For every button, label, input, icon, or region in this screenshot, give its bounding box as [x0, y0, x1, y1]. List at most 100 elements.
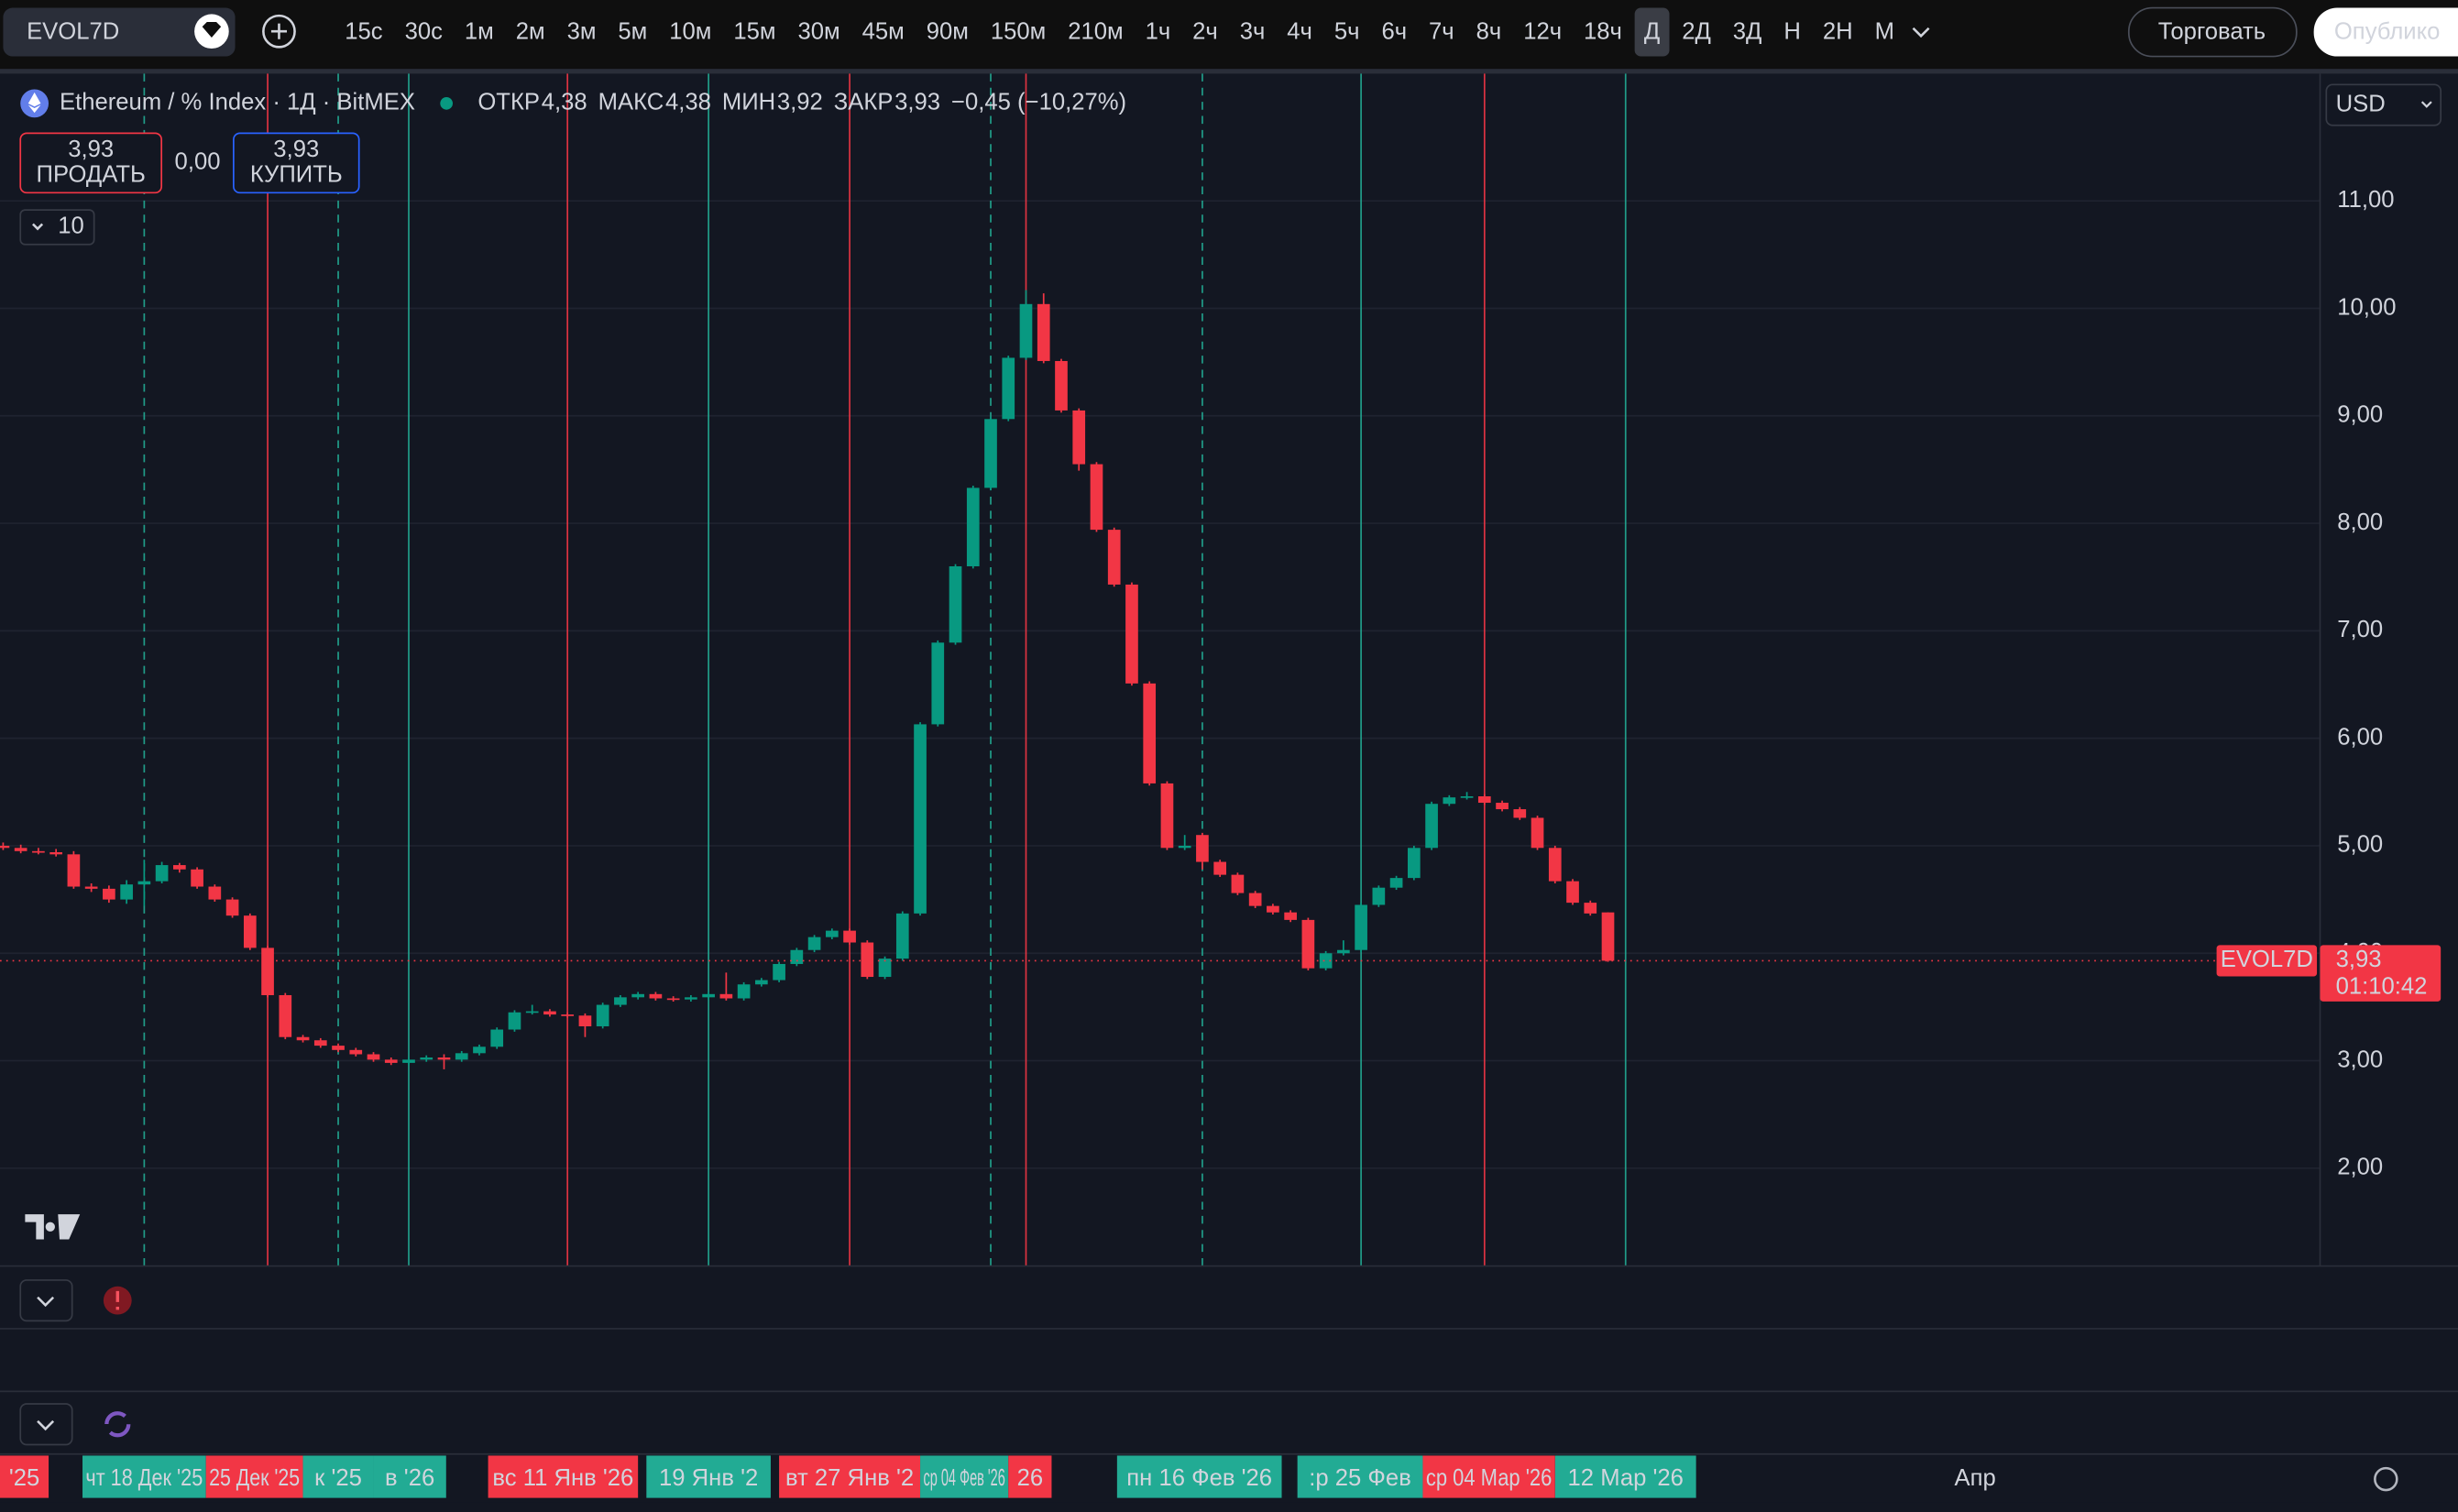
interval[interactable]: 7ч	[1429, 19, 1454, 45]
currency-select[interactable]	[2325, 83, 2442, 126]
time-label: к '25	[314, 1465, 362, 1491]
candle-body	[984, 419, 997, 488]
chrome: 2,003,004,005,006,007,008,009,0010,0011,…	[0, 6, 2458, 1503]
symbol-button[interactable]	[3, 7, 236, 57]
interval[interactable]: 2Д	[1682, 19, 1711, 45]
time-label-bg	[488, 1455, 639, 1498]
y-tick-label: 2,00	[2337, 1155, 2383, 1180]
candle-body	[402, 1059, 415, 1063]
tv-logo	[25, 1214, 81, 1240]
candle-body	[103, 888, 115, 900]
interval[interactable]: 30м	[797, 19, 839, 45]
time-label-bg	[779, 1455, 921, 1498]
candle-body	[773, 963, 785, 981]
interval[interactable]: 6ч	[1381, 19, 1407, 45]
candle-body	[1196, 835, 1209, 862]
interval[interactable]: 8ч	[1476, 19, 1502, 45]
collapse-button[interactable]	[19, 1279, 73, 1322]
candle-body	[508, 1012, 521, 1030]
interval[interactable]: Д	[1644, 19, 1660, 45]
time-label-bg	[1554, 1455, 1696, 1498]
candle-body	[878, 959, 892, 978]
legend-field-value: 3,93	[894, 90, 940, 115]
collapse-button[interactable]	[19, 1403, 73, 1446]
interval[interactable]: 2Н	[1823, 19, 1853, 45]
interval[interactable]: 3Д	[1733, 19, 1762, 45]
candle-body	[1178, 845, 1191, 849]
indicators-toggle[interactable]	[19, 209, 95, 246]
candle-body	[1090, 464, 1103, 531]
interval[interactable]: 15с	[345, 19, 383, 45]
interval[interactable]: 3ч	[1240, 19, 1266, 45]
interval[interactable]: 210м	[1068, 19, 1123, 45]
interval[interactable]: 10м	[669, 19, 711, 45]
candle-body	[420, 1057, 433, 1060]
interval[interactable]: М	[1875, 19, 1894, 45]
time-label-bg	[205, 1455, 303, 1498]
candle-body	[120, 884, 133, 900]
interval[interactable]: 2ч	[1192, 19, 1218, 45]
candle-body	[1107, 530, 1121, 585]
interval[interactable]: 5м	[618, 19, 647, 45]
time-label: 12 Мар '26	[1568, 1465, 1684, 1491]
buy-label[interactable]: КУПИТЬ	[250, 161, 343, 187]
interval[interactable]: 1ч	[1146, 19, 1171, 45]
symbol-tag-bg	[2216, 945, 2318, 977]
candle-body	[313, 1040, 327, 1046]
candle-body	[1443, 797, 1456, 805]
interval[interactable]: 45м	[862, 19, 905, 45]
interval[interactable]: 150м	[991, 19, 1046, 45]
candle-body	[1337, 949, 1350, 954]
buy-button[interactable]	[233, 132, 360, 194]
time-label: чт 18 Дек '25	[85, 1465, 203, 1491]
interval[interactable]: Н	[1783, 19, 1801, 45]
sell-label[interactable]: ПРОДАТЬ	[37, 161, 146, 187]
candle-body	[1531, 817, 1544, 849]
candle-body	[296, 1036, 310, 1041]
candle-body	[1407, 848, 1421, 879]
currency[interactable]: USD	[2336, 91, 2386, 116]
indicators-count[interactable]: 10	[58, 214, 84, 239]
interval[interactable]: 5ч	[1334, 19, 1360, 45]
price-tag-bg	[2320, 945, 2442, 1002]
add-button[interactable]	[262, 14, 296, 49]
y-tick-label: 9,00	[2337, 402, 2383, 428]
interval[interactable]: 15м	[733, 19, 775, 45]
interval[interactable]: 90м	[927, 19, 969, 45]
interval[interactable]: 3м	[567, 19, 597, 45]
trade-label[interactable]: Торговать	[2158, 19, 2266, 45]
candle-body	[561, 1014, 575, 1016]
interval-more[interactable]	[1912, 27, 1930, 38]
publish-button[interactable]	[2313, 7, 2458, 57]
time-label: вт 27 Янв '2	[785, 1465, 914, 1491]
sell-price[interactable]: 3,93	[68, 137, 114, 162]
publish-label[interactable]: Опублико	[2334, 19, 2441, 45]
trade-button[interactable]	[2127, 6, 2298, 58]
candle-body	[719, 993, 733, 999]
interval[interactable]: 1м	[465, 19, 494, 45]
toolbar-border	[0, 69, 2458, 74]
interval[interactable]: 4ч	[1287, 19, 1312, 45]
interval[interactable]: 2м	[516, 19, 545, 45]
sell-button[interactable]	[19, 132, 163, 194]
candle-body	[525, 1011, 539, 1013]
interval[interactable]: 12ч	[1523, 19, 1562, 45]
candle-body	[1019, 303, 1033, 358]
time-label-bg	[920, 1455, 1009, 1498]
time-label: пн 16 Фев '26	[1126, 1465, 1272, 1491]
candle-body	[1372, 887, 1386, 905]
candle-body	[67, 854, 81, 887]
symbol[interactable]: EVOL7D	[27, 19, 119, 45]
time-label: 26	[1017, 1465, 1044, 1491]
candle-body	[1584, 903, 1597, 914]
settings-icon[interactable]	[2374, 1466, 2398, 1492]
candle-body	[543, 1011, 556, 1015]
candle-body	[455, 1053, 468, 1060]
candle-body	[437, 1057, 451, 1060]
spread: 0,00	[175, 149, 221, 175]
interval[interactable]: 30с	[405, 19, 444, 45]
candle-body	[1125, 584, 1138, 684]
interval[interactable]: 18ч	[1584, 19, 1622, 45]
buy-price[interactable]: 3,93	[273, 137, 319, 162]
